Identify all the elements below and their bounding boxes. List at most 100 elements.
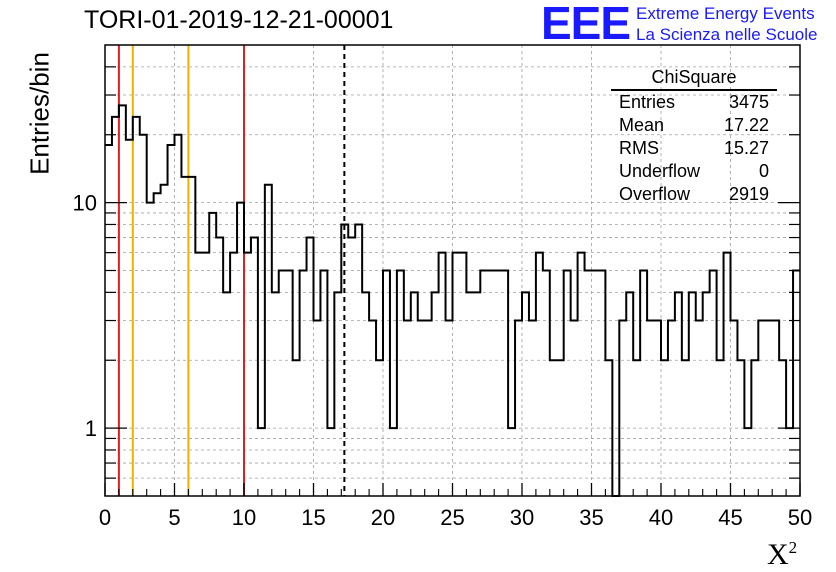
- histogram-bin: [341, 224, 348, 496]
- histogram-bin: [640, 271, 647, 497]
- histogram-bin: [592, 271, 599, 497]
- histogram-bin: [307, 238, 314, 496]
- chart-title: TORI-01-2019-12-21-00001: [84, 6, 394, 34]
- histogram-bin: [397, 271, 404, 497]
- histogram-bin: [188, 177, 195, 496]
- histogram-bin: [355, 224, 362, 496]
- x-tick-label: 40: [649, 505, 673, 530]
- histogram-bin: [300, 271, 307, 497]
- histogram-bin: [133, 117, 140, 496]
- stats-value: 15.27: [723, 138, 769, 158]
- histogram-bin: [515, 321, 522, 496]
- histogram-bin: [480, 271, 487, 497]
- histogram-bin: [654, 321, 661, 496]
- histogram-bin: [175, 135, 182, 496]
- tick-labels: 0 5 10 15 20 25 30 35 40 45 50 1 10: [73, 191, 813, 530]
- histogram-bin: [223, 292, 230, 496]
- histogram-bin: [494, 271, 501, 497]
- histogram-bin: [661, 360, 668, 496]
- histogram-bin: [195, 253, 202, 496]
- histogram-bin: [724, 253, 731, 496]
- stats-row: Mean 17.22: [611, 114, 777, 137]
- stats-label: Underflow: [619, 161, 701, 181]
- histogram-bin: [501, 271, 508, 497]
- histogram-bin: [216, 238, 223, 496]
- histogram-bin: [598, 271, 605, 497]
- histogram-bin: [140, 135, 147, 496]
- histogram-bin: [383, 271, 390, 497]
- x-tick-label: 50: [788, 505, 812, 530]
- logo-subtitle-1: Extreme Energy Events: [636, 4, 815, 23]
- histogram-bin: [272, 292, 279, 496]
- histogram-bin: [453, 253, 460, 496]
- x-tick-label: 15: [301, 505, 325, 530]
- x-tick-label: 0: [99, 505, 111, 530]
- histogram-outline: [105, 104, 800, 497]
- histogram-bin: [418, 321, 425, 496]
- histogram-bin: [557, 360, 564, 496]
- histogram-bin: [112, 117, 119, 496]
- histogram-bin: [279, 271, 286, 497]
- histogram-bin: [293, 360, 300, 496]
- histogram-bin: [689, 292, 696, 496]
- histogram-bin: [161, 185, 168, 496]
- histogram-bin: [605, 360, 612, 496]
- x-tick-label: 45: [718, 505, 742, 530]
- stats-row: Underflow 0: [611, 160, 777, 183]
- stats-value: 0: [758, 161, 769, 181]
- histogram-bin: [390, 428, 397, 496]
- histogram-bin: [731, 321, 738, 496]
- histogram-bin: [286, 271, 293, 497]
- stats-label: Mean: [619, 115, 665, 135]
- vertical-marker-lines: [117, 45, 346, 496]
- histogram-bin: [675, 292, 682, 496]
- histogram-bin: [376, 360, 383, 496]
- histogram-bin: [425, 321, 432, 496]
- histogram-bin: [585, 271, 592, 497]
- x-axis-label-superscript: 2: [788, 538, 798, 557]
- histogram-bin: [119, 105, 126, 496]
- histogram-bin: [181, 177, 188, 496]
- histogram-bin: [202, 253, 209, 496]
- axis-ticks: [104, 66, 801, 496]
- histogram-bin: [564, 271, 571, 497]
- histogram-bin: [571, 321, 578, 496]
- y-axis-label: Entries/bin: [24, 52, 55, 175]
- x-tick-label: 10: [232, 505, 256, 530]
- logo-subtitle-2: La Scienza nelle Scuole: [636, 25, 818, 44]
- histogram-bin: [536, 253, 543, 496]
- histogram-bin: [710, 271, 717, 497]
- histogram-bin: [258, 428, 265, 496]
- histogram-bin: [362, 292, 369, 496]
- histogram-bin: [765, 321, 772, 496]
- x-tick-label: 30: [510, 505, 534, 530]
- stats-label: Overflow: [619, 184, 691, 204]
- histogram-bin: [244, 253, 251, 496]
- histogram-bin: [682, 360, 689, 496]
- x-axis-label: X2: [767, 538, 797, 572]
- stats-box: ChiSquare Entries 3475 Mean 17.22 RMS 15.27…: [611, 65, 777, 206]
- histogram-bin: [717, 360, 724, 496]
- histogram-bin: [550, 360, 557, 496]
- histogram-bin: [703, 292, 710, 496]
- histogram-bin: [439, 253, 446, 496]
- histogram-bin: [619, 321, 626, 496]
- histogram-bin: [522, 292, 529, 496]
- stats-value: 2919: [728, 184, 769, 204]
- histogram-bin: [348, 238, 355, 496]
- eee-logo: EEE: [541, 0, 631, 49]
- histogram-bin: [473, 292, 480, 496]
- histogram-bin: [154, 193, 161, 496]
- histogram-bin: [647, 321, 654, 496]
- histogram-bin: [334, 292, 341, 496]
- histogram-bin: [230, 253, 237, 496]
- histogram-bin: [529, 321, 536, 496]
- stats-value: 17.22: [723, 115, 769, 135]
- x-tick-label: 20: [371, 505, 395, 530]
- histogram-bin: [751, 360, 758, 496]
- histogram-bin: [459, 253, 466, 496]
- histogram-bin: [696, 321, 703, 496]
- histogram-bin: [251, 238, 258, 496]
- stats-value: 3475: [728, 92, 769, 112]
